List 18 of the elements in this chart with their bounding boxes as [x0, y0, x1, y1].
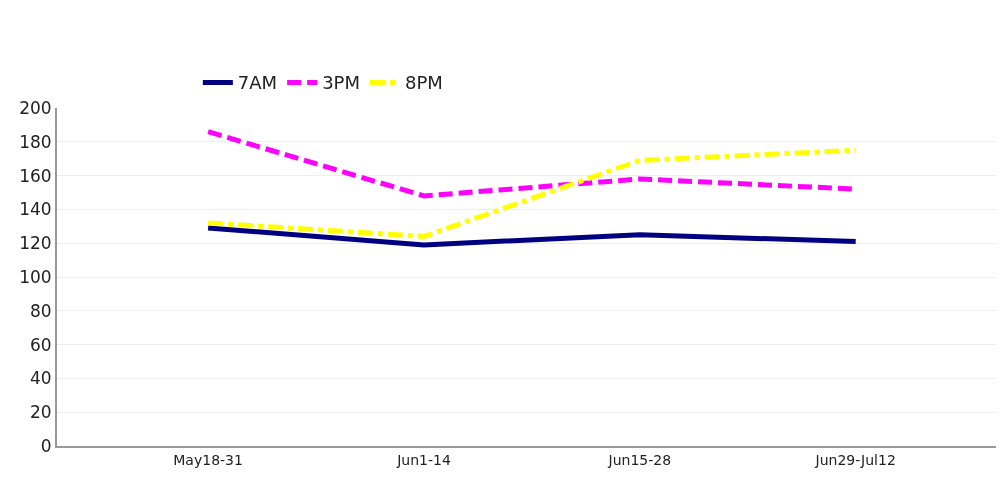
legend-label: 7AM [237, 72, 278, 94]
x-tick-label: May18-31 [173, 451, 243, 468]
y-tick-label: 200 [19, 97, 52, 118]
x-tick-label: Jun15-28 [607, 451, 672, 468]
y-tick-label: 180 [19, 131, 52, 152]
x-tick-label: Jun1-14 [396, 451, 451, 468]
y-tick-label: 100 [19, 266, 52, 287]
y-tick-label: 20 [29, 402, 52, 423]
legend-label: 3PM [322, 72, 360, 94]
y-tick-label: 160 [19, 165, 52, 186]
y-tick-label: 120 [19, 233, 52, 254]
legend-label: 8PM [404, 72, 443, 94]
x-tick-label: Jun29-Jul12 [814, 451, 896, 468]
y-tick-label: 40 [29, 368, 52, 389]
y-tick-label: 0 [40, 435, 52, 456]
y-tick-label: 140 [19, 199, 52, 220]
y-tick-label: 80 [29, 300, 52, 321]
y-tick-label: 60 [29, 334, 52, 355]
